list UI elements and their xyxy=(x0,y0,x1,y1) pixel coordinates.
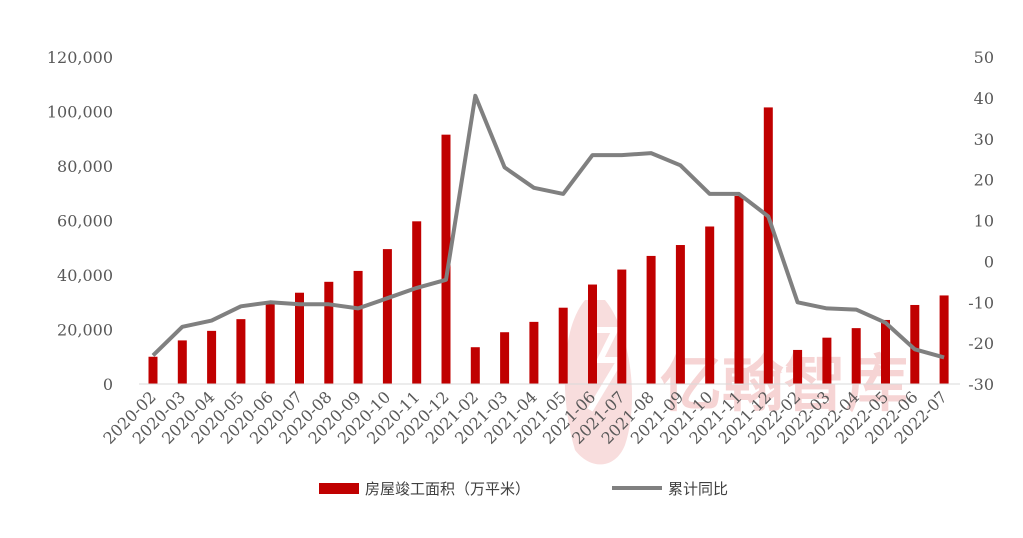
right-tick-label: 10 xyxy=(974,212,994,231)
bar-2021-04 xyxy=(529,321,539,384)
legend-bar-swatch xyxy=(319,483,359,494)
bar-2021-08 xyxy=(646,255,656,384)
left-tick-label: 80,000 xyxy=(57,157,113,176)
left-tick-label: 100,000 xyxy=(47,103,113,122)
bar-2020-04 xyxy=(207,330,217,384)
watermark-logo-icon xyxy=(564,300,633,465)
left-tick-label: 120,000 xyxy=(47,48,113,67)
bar-2020-10 xyxy=(382,249,392,384)
bar-2021-06 xyxy=(588,284,597,384)
bar-2020-06 xyxy=(265,302,275,384)
bar-2020-12 xyxy=(441,134,451,384)
left-tick-label: 0 xyxy=(103,375,113,394)
bar-2020-09 xyxy=(353,270,363,384)
bar-2021-05 xyxy=(558,307,568,384)
legend-line-label: 累计同比 xyxy=(668,480,728,498)
right-tick-label: -10 xyxy=(968,293,994,312)
bar-2021-03 xyxy=(500,332,510,384)
bar-2022-03 xyxy=(822,337,832,384)
right-tick-label: 40 xyxy=(974,89,994,108)
line-yoy xyxy=(151,93,945,360)
bar-2021-11 xyxy=(734,195,744,384)
right-tick-label: -20 xyxy=(968,334,994,353)
legend-bar-label: 房屋竣工面积（万平米） xyxy=(365,480,530,498)
bar-2020-03 xyxy=(177,340,187,384)
right-tick-label: 20 xyxy=(974,171,994,190)
right-tick-label: 0 xyxy=(984,252,994,271)
bar-2020-05 xyxy=(236,319,246,384)
right-tick-label: -30 xyxy=(968,375,994,394)
legend: 房屋竣工面积（万平米） 累计同比 xyxy=(319,480,728,498)
left-tick-label: 60,000 xyxy=(57,212,113,231)
bar-2021-07 xyxy=(617,269,627,384)
bar-2020-08 xyxy=(324,281,334,384)
bar-2022-06 xyxy=(910,304,920,384)
right-tick-label: 30 xyxy=(974,130,994,149)
bar-2021-12 xyxy=(763,107,773,384)
bar-2020-02 xyxy=(148,356,158,384)
bar-2022-04 xyxy=(851,328,861,384)
bar-2020-11 xyxy=(412,221,422,384)
bar-2020-07 xyxy=(295,292,304,384)
bar-2022-07 xyxy=(939,295,949,384)
left-tick-label: 40,000 xyxy=(57,266,113,285)
bar-2022-02 xyxy=(793,349,803,384)
bar-2021-10 xyxy=(705,226,715,384)
bar-2021-09 xyxy=(675,245,685,384)
left-tick-label: 20,000 xyxy=(57,321,113,340)
bar-2022-05 xyxy=(881,319,890,384)
right-tick-label: 50 xyxy=(974,48,994,67)
bar-2021-02 xyxy=(470,347,480,384)
